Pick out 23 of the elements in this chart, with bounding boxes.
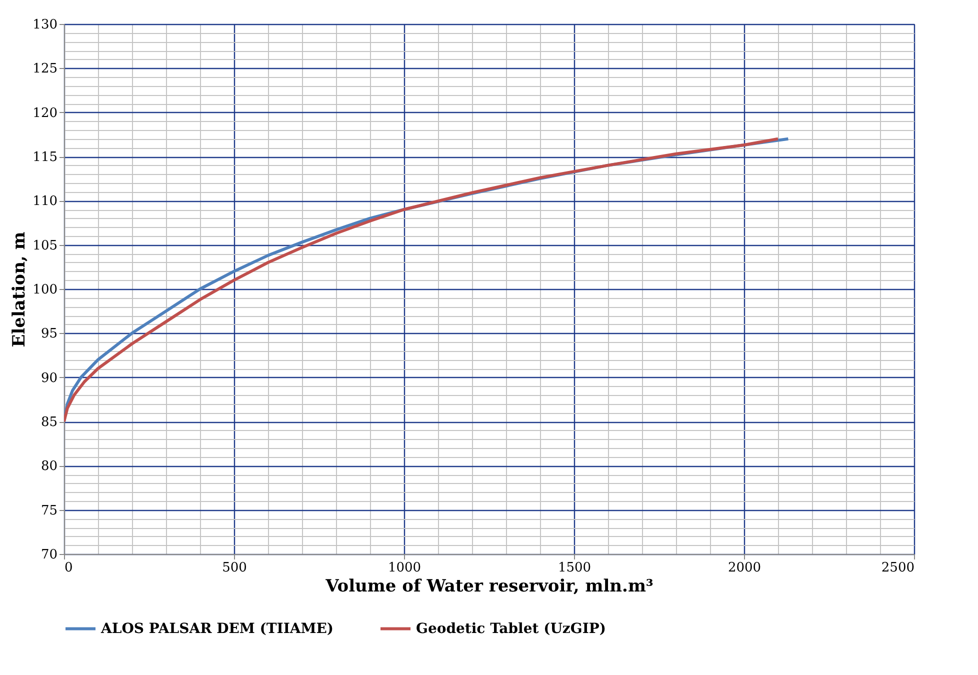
y-tick-label: 70: [40, 548, 58, 562]
y-tick-label: 95: [40, 326, 58, 342]
y-tick-label: 110: [32, 194, 58, 210]
y-tick-label: 130: [32, 18, 58, 32]
y-tick-label: 85: [40, 415, 58, 430]
y-tick-label: 105: [32, 238, 58, 254]
y-tick-label: 75: [40, 503, 58, 518]
x-tick-label: 1000: [388, 560, 422, 576]
y-tick-label: 115: [32, 150, 58, 165]
y-tick-label: 80: [40, 459, 58, 474]
legend-label: ALOS PALSAR DEM (TIIAME): [100, 620, 334, 637]
x-tick-label: 2500: [881, 560, 914, 576]
x-tick-label: 1500: [558, 560, 592, 576]
y-tick-label: 100: [32, 282, 58, 298]
x-axis-title: Volume of Water reservoir, mln.m³: [324, 576, 654, 596]
y-tick-label: 120: [32, 106, 58, 121]
x-tick-label: 500: [222, 560, 247, 576]
y-axis-title: Elelation, m: [10, 232, 30, 348]
legend-label: Geodetic Tablet (UzGIP): [416, 620, 606, 637]
x-tick-label: 0: [64, 560, 73, 576]
y-tick-label: 125: [32, 62, 58, 77]
y-tick-label: 90: [40, 370, 58, 386]
x-tick-label: 2000: [728, 560, 762, 576]
